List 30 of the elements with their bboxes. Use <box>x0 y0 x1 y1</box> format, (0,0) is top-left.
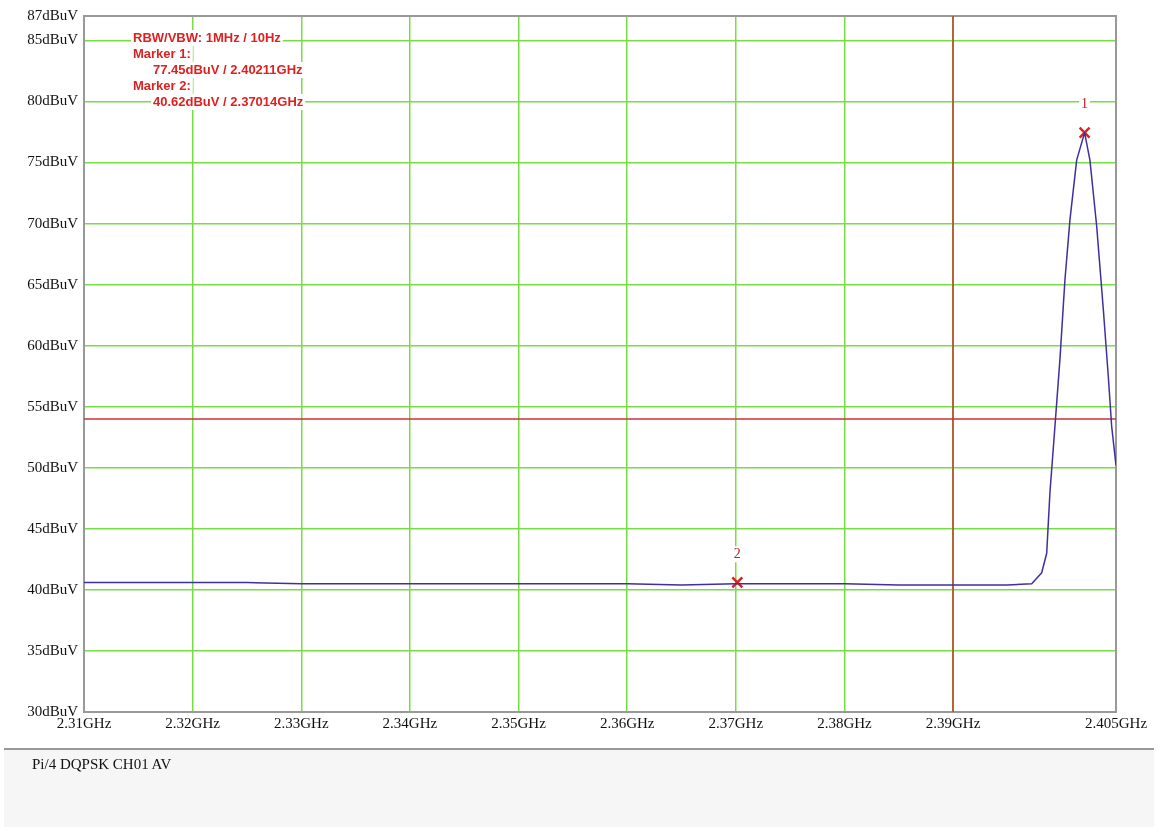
annotation: 2 <box>733 546 741 561</box>
y-tick-label: 30dBuV <box>27 702 79 719</box>
x-tick-label: 2.33GHz <box>273 714 329 731</box>
y-tick-label: 35dBuV <box>27 641 79 658</box>
annotation: Marker 2: <box>133 77 191 93</box>
x-tick-label: 2.34GHz <box>382 714 438 731</box>
x-tick-label: 2.32GHz <box>165 714 221 731</box>
x-tick-label: 2.35GHz <box>491 714 547 731</box>
annotation: 77.45dBuV / 2.40211GHz <box>153 61 304 77</box>
y-tick-label: 70dBuV <box>27 214 79 231</box>
y-tick-label: 87dBuV <box>27 6 79 23</box>
y-tick-label: 50dBuV <box>27 458 79 475</box>
x-tick-label: 2.38GHz <box>817 714 873 731</box>
annotation: RBW/VBW: 1MHz / 10Hz <box>133 29 282 45</box>
y-tick-label: 60dBuV <box>27 336 79 353</box>
y-tick-label: 55dBuV <box>27 397 79 414</box>
x-tick-label: 2.405GHz <box>1084 714 1148 731</box>
annotation: 40.62dBuV / 2.37014GHz <box>153 93 304 109</box>
text: Pi/4 DQPSK CH01 AV <box>32 756 172 773</box>
y-tick-label: 85dBuV <box>27 31 79 48</box>
x-tick-label: 2.36GHz <box>599 714 655 731</box>
y-tick-label: 45dBuV <box>27 519 79 536</box>
y-tick-label: 80dBuV <box>27 92 79 109</box>
y-tick-label: 40dBuV <box>27 580 79 597</box>
x-tick-label: 2.39GHz <box>925 714 981 731</box>
annotation: 1 <box>1081 96 1089 112</box>
y-tick-label: 65dBuV <box>27 275 79 292</box>
y-tick-label: 75dBuV <box>27 153 79 170</box>
annotation: Marker 1: <box>133 45 191 61</box>
x-tick-label: 2.37GHz <box>708 714 764 731</box>
